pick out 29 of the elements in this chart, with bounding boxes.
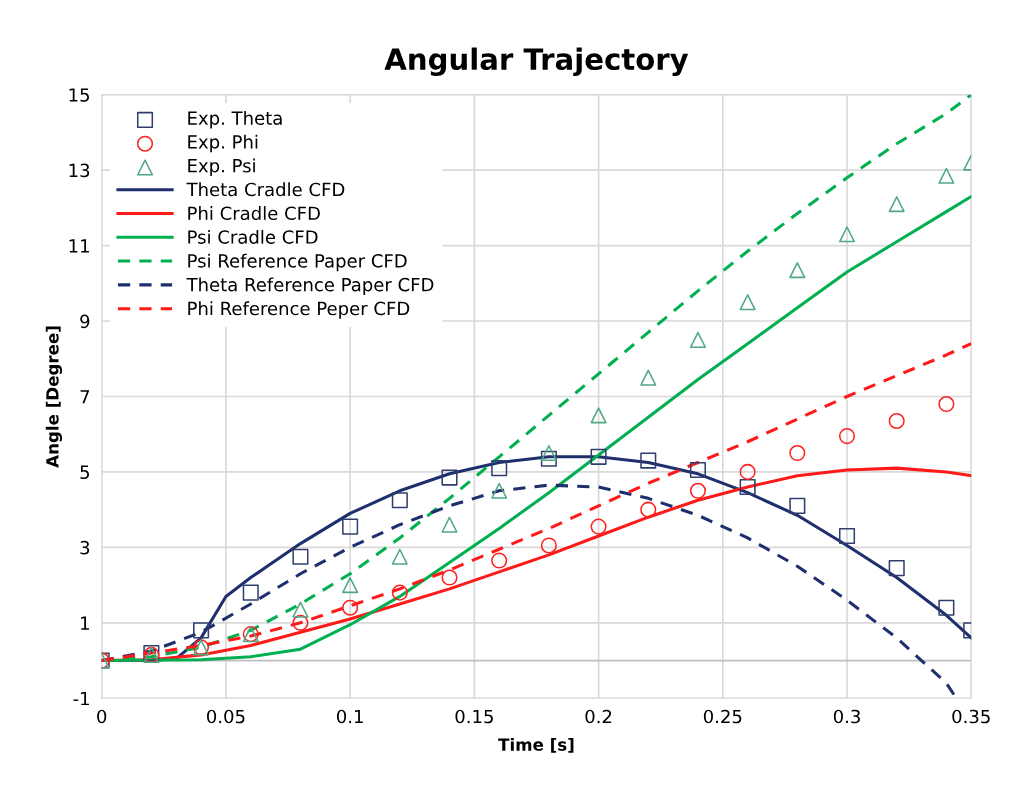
y-tick-label: 5	[80, 465, 90, 480]
y-tick-label: 7	[80, 390, 90, 404]
y-tick-label: 3	[80, 540, 90, 555]
x-tick-label: 0.3	[833, 709, 860, 724]
x-tick-label: 0	[97, 709, 107, 724]
legend-label: Theta Reference Paper CFD	[186, 277, 434, 295]
y-tick-label: 11	[69, 239, 89, 253]
x-tick-label: 0.35	[952, 709, 990, 724]
legend-label: Exp. Psi	[188, 158, 255, 176]
x-axis-title: Time [s]	[498, 737, 574, 753]
y-tick-label: 13	[69, 163, 90, 178]
legend-label: Psi Cradle CFD	[188, 229, 318, 244]
y-tick-label: -1	[73, 691, 89, 706]
y-tick-label: 1	[81, 616, 89, 630]
x-tick-label: 0.05	[207, 709, 245, 724]
legend-label: Phi Reference Peper CFD	[188, 301, 410, 319]
legend-label: Theta Cradle CFD	[186, 182, 345, 197]
y-axis-title: Angle [Degree]	[45, 326, 63, 468]
legend-label: Psi Reference Paper CFD	[188, 253, 407, 272]
x-tick-label: 0.1	[336, 709, 363, 724]
x-tick-label: 0.2	[585, 709, 612, 724]
x-tick-label: 0.15	[455, 709, 493, 724]
legend-label: Exp. Phi	[188, 134, 258, 153]
x-tick-label: 0.25	[703, 709, 742, 724]
legend-label: Exp. Theta	[188, 110, 282, 129]
chart-title: Angular Trajectory	[384, 47, 689, 76]
y-tick-label: 15	[69, 88, 90, 102]
legend-label: Phi Cradle CFD	[188, 206, 320, 221]
y-tick-label: 9	[80, 314, 90, 329]
